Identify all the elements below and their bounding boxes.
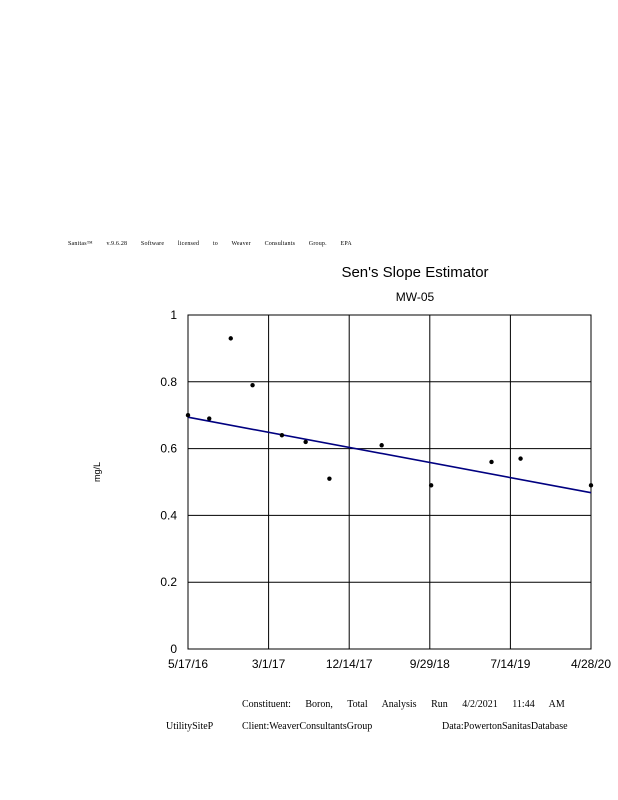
- license-text: Sanitas™ v.9.6.28 Software licensed to W…: [68, 241, 352, 247]
- y-tick-label: 0.8: [160, 375, 177, 389]
- data-point: [588, 483, 594, 488]
- data-point: [379, 443, 384, 448]
- data-point: [428, 483, 434, 488]
- x-tick-label: 7/14/19: [490, 657, 530, 671]
- footer-client: Client:WeaverConsultantsGroup: [242, 721, 373, 732]
- footer-database: Data:PowertonSanitasDatabase: [442, 721, 568, 732]
- data-point: [303, 439, 308, 445]
- y-tick-label: 0: [170, 642, 177, 656]
- x-tick-label: 4/28/20: [571, 657, 611, 671]
- chart-title: Sen's Slope Estimator: [341, 264, 489, 281]
- sens-slope-trend-line: [187, 416, 592, 494]
- x-tick-label: 5/17/16: [168, 657, 208, 671]
- data-point: [185, 413, 191, 418]
- plot-frame: [187, 314, 592, 650]
- footer-constituent-line: Constituent: Boron, Total Analysis Run 4…: [242, 699, 565, 710]
- data-point: [327, 476, 332, 481]
- data-point: [518, 456, 523, 461]
- data-point: [279, 433, 285, 438]
- y-tick-label: 0.4: [160, 508, 177, 522]
- data-point: [207, 416, 212, 421]
- chart-subtitle: MW-05: [395, 290, 435, 304]
- y-tick-label: 0.6: [160, 442, 177, 456]
- x-tick-label: 3/1/17: [252, 657, 286, 671]
- y-tick-label: 1: [170, 308, 177, 322]
- data-point: [489, 459, 494, 465]
- x-tick-label: 9/29/18: [410, 657, 450, 671]
- y-tick-label: 0.2: [160, 575, 177, 589]
- data-point: [250, 382, 255, 388]
- x-tick-label: 12/14/17: [326, 657, 373, 671]
- footer-site: UtilitySiteP: [166, 721, 214, 732]
- data-point: [228, 336, 233, 341]
